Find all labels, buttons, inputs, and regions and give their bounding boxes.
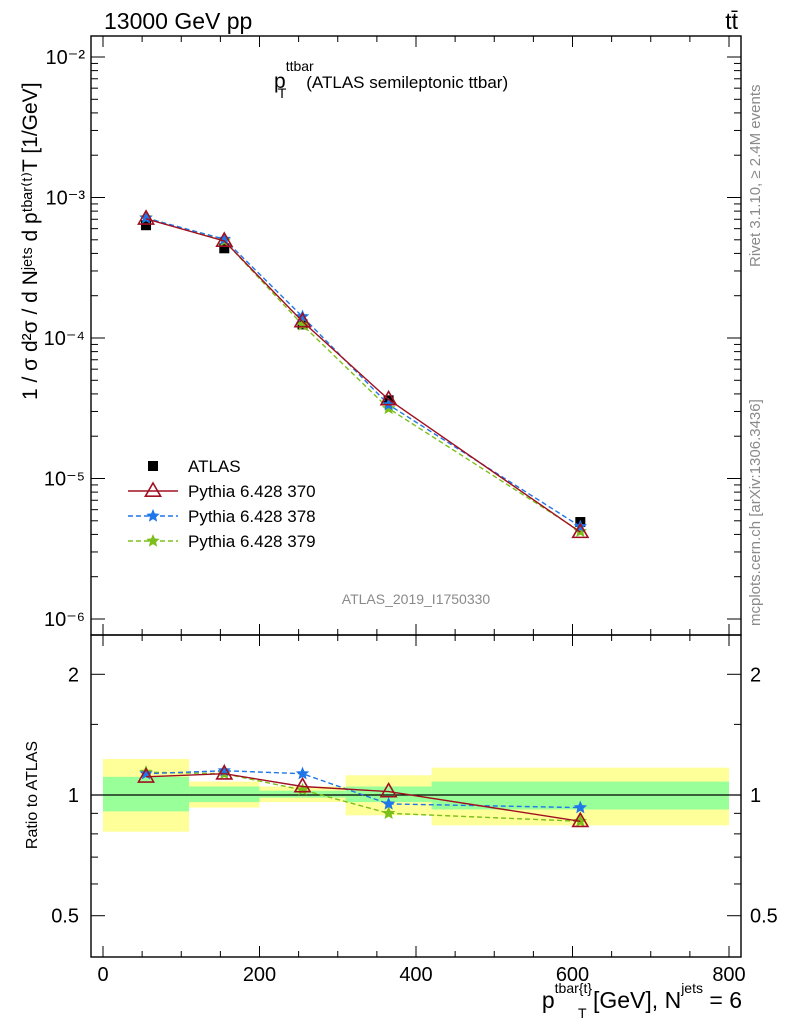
process-label: tt̄ <box>725 8 738 34</box>
ratio-point-0-1 <box>215 764 234 780</box>
x-tick-label: 200 <box>243 964 276 986</box>
ratio-ylabel: Ratio to ATLAS <box>24 741 41 849</box>
y-tick-label: 10⁻⁴ <box>44 328 85 350</box>
series-line-1 <box>145 218 581 533</box>
point-0-0 <box>141 220 152 231</box>
ratio-series <box>137 763 590 828</box>
point-1-3 <box>379 389 398 406</box>
ratio-y-tick-label-right: 0.5 <box>750 906 778 928</box>
y-tick-label: 10⁻⁵ <box>44 469 85 491</box>
x-tick-label: 400 <box>399 964 432 986</box>
analysis-id: ATLAS_2019_I1750330 <box>342 591 491 607</box>
ratio-point-1-2 <box>295 766 310 780</box>
legend-marker-0 <box>148 461 158 471</box>
x-tick-label: 0 <box>97 964 108 986</box>
legend-marker-3 <box>146 533 160 547</box>
y-tick-label: 10⁻³ <box>46 188 86 210</box>
point-1-1 <box>215 231 234 248</box>
rivet-label: Rivet 3.1.10, ≥ 2.4M events <box>747 85 764 268</box>
series-line-2 <box>145 217 581 528</box>
y-tick-label: 10⁻² <box>46 47 86 69</box>
band-inner-1 <box>189 786 260 803</box>
y-tick-label: 10⁻⁶ <box>44 609 85 631</box>
ratio-point-1-4 <box>573 800 588 814</box>
legend-label-0: ATLAS <box>188 457 241 476</box>
ratio-point-2-3 <box>381 806 396 820</box>
chart-title: pttbar T(ATLAS semileptonic ttbar) <box>274 58 508 101</box>
band-inner-2 <box>259 790 346 798</box>
point-0-1 <box>219 243 230 254</box>
legend-label-3: Pythia 6.428 379 <box>188 532 316 551</box>
ratio-point-0-0 <box>137 767 156 783</box>
main-series <box>137 209 590 539</box>
ratio-y-tick-label-right: 1 <box>750 785 761 807</box>
ratio-uncertainty-bands <box>91 758 741 832</box>
main-axes: 10⁻⁶ 10⁻⁵ 10⁻⁴ 10⁻³ 10⁻² <box>44 35 742 636</box>
legend: ATLAS Pythia 6.428 370 Pythia 6.428 378 Pyt… <box>128 457 316 551</box>
ratio-y-tick-label: 2 <box>68 664 79 686</box>
mcplots-label: mcplots.cern.ch [arXiv:1306.3436] <box>747 399 764 626</box>
ratio-axes: 0 200 400 600 800 0.5 0.5 1 1 2 2 <box>51 634 778 986</box>
point-1-0 <box>137 209 156 225</box>
energy-label: 13000 GeV pp <box>104 8 252 34</box>
point-1-4 <box>571 522 590 539</box>
legend-marker-2 <box>146 508 160 522</box>
ratio-line-2 <box>145 771 581 822</box>
point-1-2 <box>293 311 312 328</box>
legend-label-2: Pythia 6.428 378 <box>188 507 316 526</box>
ratio-y-tick-label: 1 <box>68 785 79 807</box>
ratio-point-1-3 <box>381 796 396 810</box>
ratio-point-0-2 <box>293 776 312 793</box>
ratio-y-tick-label: 0.5 <box>51 906 79 928</box>
point-3-3 <box>381 401 396 415</box>
x-tick-label: 600 <box>556 964 589 986</box>
ratio-y-tick-label-right: 2 <box>750 664 761 686</box>
legend-label-1: Pythia 6.428 370 <box>188 482 316 501</box>
x-tick-label: 800 <box>712 964 745 986</box>
ratio-line-0 <box>145 772 581 822</box>
ratio-point-0-4 <box>571 811 590 828</box>
legend-marker-1 <box>144 481 162 497</box>
x-axis-label: ptbar{t} T [GeV], Njets = 6 <box>542 980 742 1021</box>
main-ylabel: 1 / σ d²σ / d Nʲᵉᵗˢ d pᵗᵇᵃʳ⁽ᵗ⁾T [1/GeV] <box>19 82 42 400</box>
ratio-point-0-3 <box>379 781 398 798</box>
